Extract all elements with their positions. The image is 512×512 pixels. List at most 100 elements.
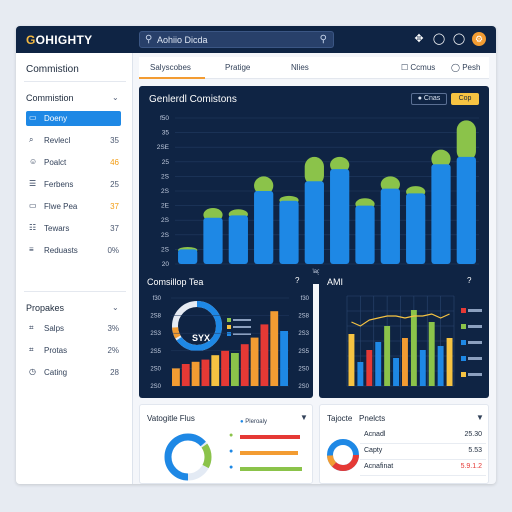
sidebar-item-label: Poalct [44, 158, 67, 167]
bar [254, 191, 274, 264]
sidebar-item[interactable]: ▭ Doeny [26, 111, 121, 126]
table-row[interactable]: Capty 5.53 [364, 447, 482, 458]
bar [393, 358, 399, 386]
donut-center-label: SYX [192, 333, 211, 343]
y-tick-label: 35 [162, 130, 170, 137]
chevron-down-icon[interactable]: ⌄ [112, 303, 119, 312]
bar [384, 326, 391, 386]
bar [191, 361, 200, 386]
sidebar-item[interactable]: ⌗ Protas 2% [26, 343, 121, 358]
settings-icon[interactable]: ⚙ [472, 32, 486, 46]
legend-swatch [461, 372, 466, 377]
circle-icon[interactable]: ◯ [432, 33, 446, 45]
contact-icon: ☺ [29, 157, 38, 166]
bar [181, 364, 190, 386]
card-title-part: Tajocte [327, 414, 353, 423]
y-tick-label: 2S0 [150, 384, 161, 390]
tab-pratige[interactable]: Pratige [225, 63, 251, 72]
sidebar-item[interactable]: ☺ Poalct 46 [26, 155, 121, 170]
bar [330, 169, 350, 264]
tab-salyscobes[interactable]: Salyscobes [150, 63, 191, 72]
sidebar-item-label: Tewars [44, 224, 70, 233]
help-icon[interactable]: ? [467, 276, 472, 285]
donut-slice [327, 439, 359, 471]
y-tick-label: 2S [161, 232, 170, 239]
search-icon: ⚲ [145, 34, 153, 45]
sidebar: Commistion Commistion ⌄ ▭ Doeny ⌕ Revlecl 35… [16, 53, 133, 484]
bar [402, 338, 408, 386]
card-title: Vatogitle Flus [147, 414, 195, 423]
help-icon[interactable]: ? [295, 276, 300, 285]
sidebar-item-count: 3% [107, 324, 119, 333]
panel-title: Comsillop Tea [147, 277, 204, 287]
donut-slice [164, 433, 212, 481]
card-title-part: Pnelcts [359, 414, 386, 423]
sidebar-item[interactable]: ≡ Reduasts 0% [26, 243, 121, 258]
sidebar-item[interactable]: ◷ Cating 28 [26, 365, 121, 380]
sidebar-item-count: 2% [107, 346, 119, 355]
legend-line [233, 326, 251, 328]
pin-icon[interactable]: ▼ [476, 413, 484, 422]
bar [355, 205, 375, 264]
search-input[interactable]: ⚲ Aohiio Dicda ⚲ [139, 31, 334, 48]
y-tick-label: f30 [153, 296, 162, 302]
panel-title: AMI [327, 277, 344, 287]
bar [270, 311, 279, 386]
bar [431, 164, 451, 264]
legend-swatch [461, 324, 466, 329]
chart-action-button[interactable]: Cop [451, 93, 479, 105]
legend-dot-icon: ● [229, 432, 234, 439]
y-tick-label: 25 [162, 159, 170, 166]
legend-line [468, 309, 482, 312]
y-tick-label: 2S0 [298, 366, 309, 372]
doc-icon: ▭ [29, 201, 37, 210]
tab-action-pesh[interactable]: ◯ Pesh [451, 63, 481, 72]
x-tick-label: Plag [308, 269, 320, 275]
sidebar-item-count: 46 [110, 158, 119, 167]
legend-line [468, 325, 482, 328]
row-value: 5.9.1.2 [460, 463, 482, 470]
app-logo[interactable]: GOHIGHTY [26, 33, 92, 47]
grid-icon: ⌗ [29, 345, 34, 354]
sidebar-item-count: 37 [110, 202, 119, 211]
sidebar-item[interactable]: ⌕ Revlecl 35 [26, 133, 121, 148]
legend-swatch [227, 318, 231, 322]
pin-icon[interactable]: ▼ [300, 413, 308, 422]
y-tick-label: 2S [161, 246, 170, 253]
y-tick-label: 20 [162, 261, 170, 268]
circle-icon[interactable]: ◯ [452, 33, 466, 45]
bar-segment [431, 149, 451, 169]
bar [456, 156, 476, 264]
y-tick-label: 2S5 [298, 349, 309, 355]
tab-action-ccmus[interactable]: ☐ Ccmus [401, 63, 436, 72]
sidebar-item[interactable]: ☷ Tewars 37 [26, 221, 121, 236]
chart-option-button[interactable]: ● Cnas [411, 93, 447, 105]
y-tick-label: 2S0 [150, 366, 161, 372]
sidebar-item[interactable]: ▭ Flwe Pea 37 [26, 199, 121, 214]
main-bar-chart: f50352SE252S2S2E2S2S2S20TlagBhtsZaoFnlFl… [157, 115, 479, 275]
tab-nlies[interactable]: Nlies [291, 63, 309, 72]
table-row[interactable]: Acnafinat 5.9.1.2 [364, 463, 482, 474]
y-tick-label: f30 [301, 296, 310, 302]
bar [231, 353, 239, 386]
ami-bar-chart [346, 295, 482, 387]
sidebar-item-label: Protas [44, 346, 68, 355]
move-icon[interactable]: ✥ [414, 33, 424, 45]
ami-panel: AMI ? [319, 268, 489, 398]
sidebar-group-label: Commistion [26, 93, 74, 103]
sidebar-item-label: Reduasts [44, 246, 78, 255]
table-row[interactable]: Acnadl 25.30 [364, 431, 482, 442]
row-label: Acnafinat [364, 463, 394, 470]
projects-donut [327, 439, 359, 471]
button-label: Cnas [423, 95, 441, 102]
search-submit-icon[interactable]: ⚲ [319, 34, 327, 45]
legend-swatch [461, 340, 466, 345]
sidebar-item[interactable]: ⌗ Salps 3% [26, 321, 121, 336]
divider [24, 81, 126, 82]
y-tick-label: 2S [161, 217, 170, 224]
legend-bar [240, 435, 300, 439]
sidebar-item[interactable]: ☰ Ferbens 25 [26, 177, 121, 192]
chevron-down-icon[interactable]: ⌄ [112, 93, 119, 102]
active-tab-indicator [139, 77, 205, 79]
app-window: GOHIGHTY ⚲ Aohiio Dicda ⚲ ✥ ◯ ◯ ⚙ Commis… [16, 26, 496, 484]
